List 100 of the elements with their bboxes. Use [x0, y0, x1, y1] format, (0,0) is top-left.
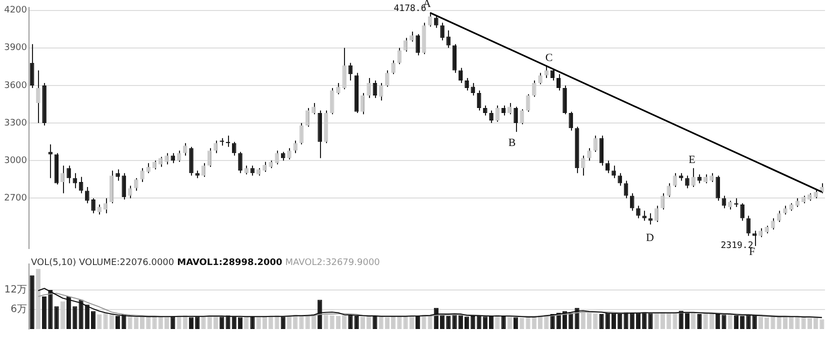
candlestick [458, 67, 463, 84]
bar [384, 317, 390, 329]
bar [532, 316, 536, 329]
bar [97, 314, 102, 329]
candlestick [685, 175, 690, 189]
bar [286, 316, 292, 329]
bar [770, 316, 776, 329]
bar [544, 314, 549, 329]
bar [268, 316, 274, 329]
bar [152, 316, 157, 329]
bar [814, 318, 818, 329]
bar [666, 313, 672, 329]
candlestick [103, 198, 108, 214]
bar [378, 316, 384, 329]
candlestick [60, 165, 65, 194]
candlestick [587, 148, 592, 162]
bar [801, 317, 806, 329]
bar [703, 313, 708, 329]
y-tick-label: 3300 [4, 118, 28, 128]
bar [795, 316, 800, 329]
candlestick [562, 84, 567, 115]
candlestick [91, 198, 96, 214]
bar [807, 318, 812, 329]
candlestick [716, 175, 720, 202]
bar [72, 306, 78, 329]
bar [42, 296, 47, 329]
bar [709, 312, 714, 329]
bar [336, 316, 341, 329]
bar [776, 316, 782, 329]
candlestick [538, 72, 542, 85]
bar [526, 316, 530, 329]
bar [30, 275, 34, 329]
y-tick-label: 3600 [4, 80, 28, 91]
annotation: C [545, 52, 553, 64]
candlestick [66, 165, 71, 184]
bar [109, 314, 114, 329]
bar [728, 314, 732, 329]
candlestick [170, 152, 176, 164]
bar [164, 317, 170, 329]
bar [758, 316, 764, 329]
candlestick [740, 202, 744, 222]
bar [520, 318, 524, 329]
bar [311, 314, 316, 329]
candlestick [238, 151, 242, 174]
bar [789, 316, 794, 329]
bar [330, 315, 334, 329]
candlestick [440, 22, 444, 41]
bar [201, 316, 206, 329]
candlestick [140, 168, 144, 182]
candlestick [287, 148, 292, 160]
bar [299, 316, 304, 329]
candlestick [182, 142, 188, 156]
bar [580, 312, 586, 329]
bar [593, 313, 598, 329]
candlestick [666, 182, 672, 198]
candlestick [164, 152, 169, 165]
bar [274, 315, 280, 329]
bar [360, 316, 366, 329]
bar [146, 316, 151, 329]
bar [403, 316, 408, 329]
candlestick [612, 165, 616, 179]
bar [54, 306, 59, 329]
bar [182, 315, 188, 329]
y-tick-label: 2700 [4, 194, 28, 204]
candlestick [464, 77, 469, 91]
candlestick [293, 140, 298, 154]
candlestick [232, 141, 236, 156]
bar [213, 316, 218, 329]
candlestick [262, 161, 267, 172]
bar [293, 314, 298, 329]
bar [507, 316, 512, 329]
candlestick [654, 205, 659, 223]
annotation: D [646, 232, 654, 244]
candlestick [428, 12, 432, 28]
y-tick-label: 12万 [4, 284, 27, 296]
y-tick-label: 4200 [4, 6, 28, 16]
candlestick [189, 146, 194, 176]
candlestick [593, 135, 598, 152]
bar [60, 301, 65, 329]
candlestick [470, 82, 476, 96]
candlestick [342, 47, 346, 90]
y-tick-label: 3000 [4, 156, 28, 166]
annotation: VOL(5,10) VOLUME:22076.0000 [31, 258, 174, 268]
candlestick [605, 160, 610, 174]
bar [764, 317, 770, 329]
bar [103, 312, 108, 329]
candlestick [366, 77, 371, 98]
bar [422, 314, 426, 329]
candlestick [214, 140, 218, 154]
bar [256, 317, 261, 329]
y-tick-label: 3900 [4, 43, 28, 54]
bar [134, 317, 138, 329]
candlestick [556, 74, 561, 91]
candlestick [636, 205, 640, 219]
bar [820, 319, 824, 329]
text: MAVOL2:32679.9000 [285, 258, 380, 268]
candlestick [434, 14, 438, 28]
candlestick [391, 60, 396, 75]
candlestick [618, 172, 622, 186]
candlestick [642, 210, 647, 222]
